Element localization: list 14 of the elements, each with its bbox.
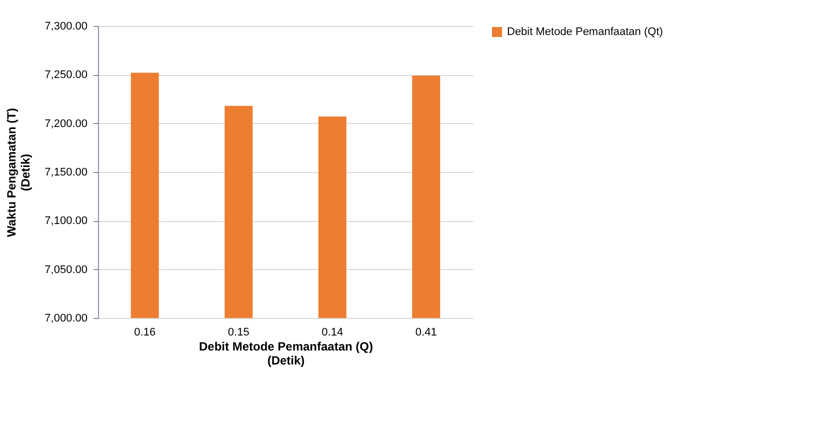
y-tick-label: 7,100.00 [44, 215, 88, 228]
y-tick-label: 7,050.00 [44, 264, 88, 276]
legend-label: Debit Metode Pemanfaatan (Qt) [507, 26, 663, 38]
y-axis-title: Waktu Pengamatan (T) (Detik) [4, 108, 33, 237]
x-tick-label: 0.41 [415, 326, 437, 338]
y-tick-label: 7,150.00 [44, 166, 88, 178]
x-tick-label: 0.16 [134, 326, 156, 338]
x-axis-title: Debit Metode Pemanfaatan (Q) (Detik) [198, 340, 374, 368]
x-tick-label: 0.14 [322, 326, 344, 338]
y-tick-label: 7,000.00 [44, 312, 88, 324]
y-tick-label: 7,300.00 [44, 20, 88, 32]
y-tick-label: 7,250.00 [44, 69, 88, 82]
y-tick-label: 7,200.00 [44, 118, 88, 130]
x-tick-label: 0.15 [228, 326, 250, 338]
